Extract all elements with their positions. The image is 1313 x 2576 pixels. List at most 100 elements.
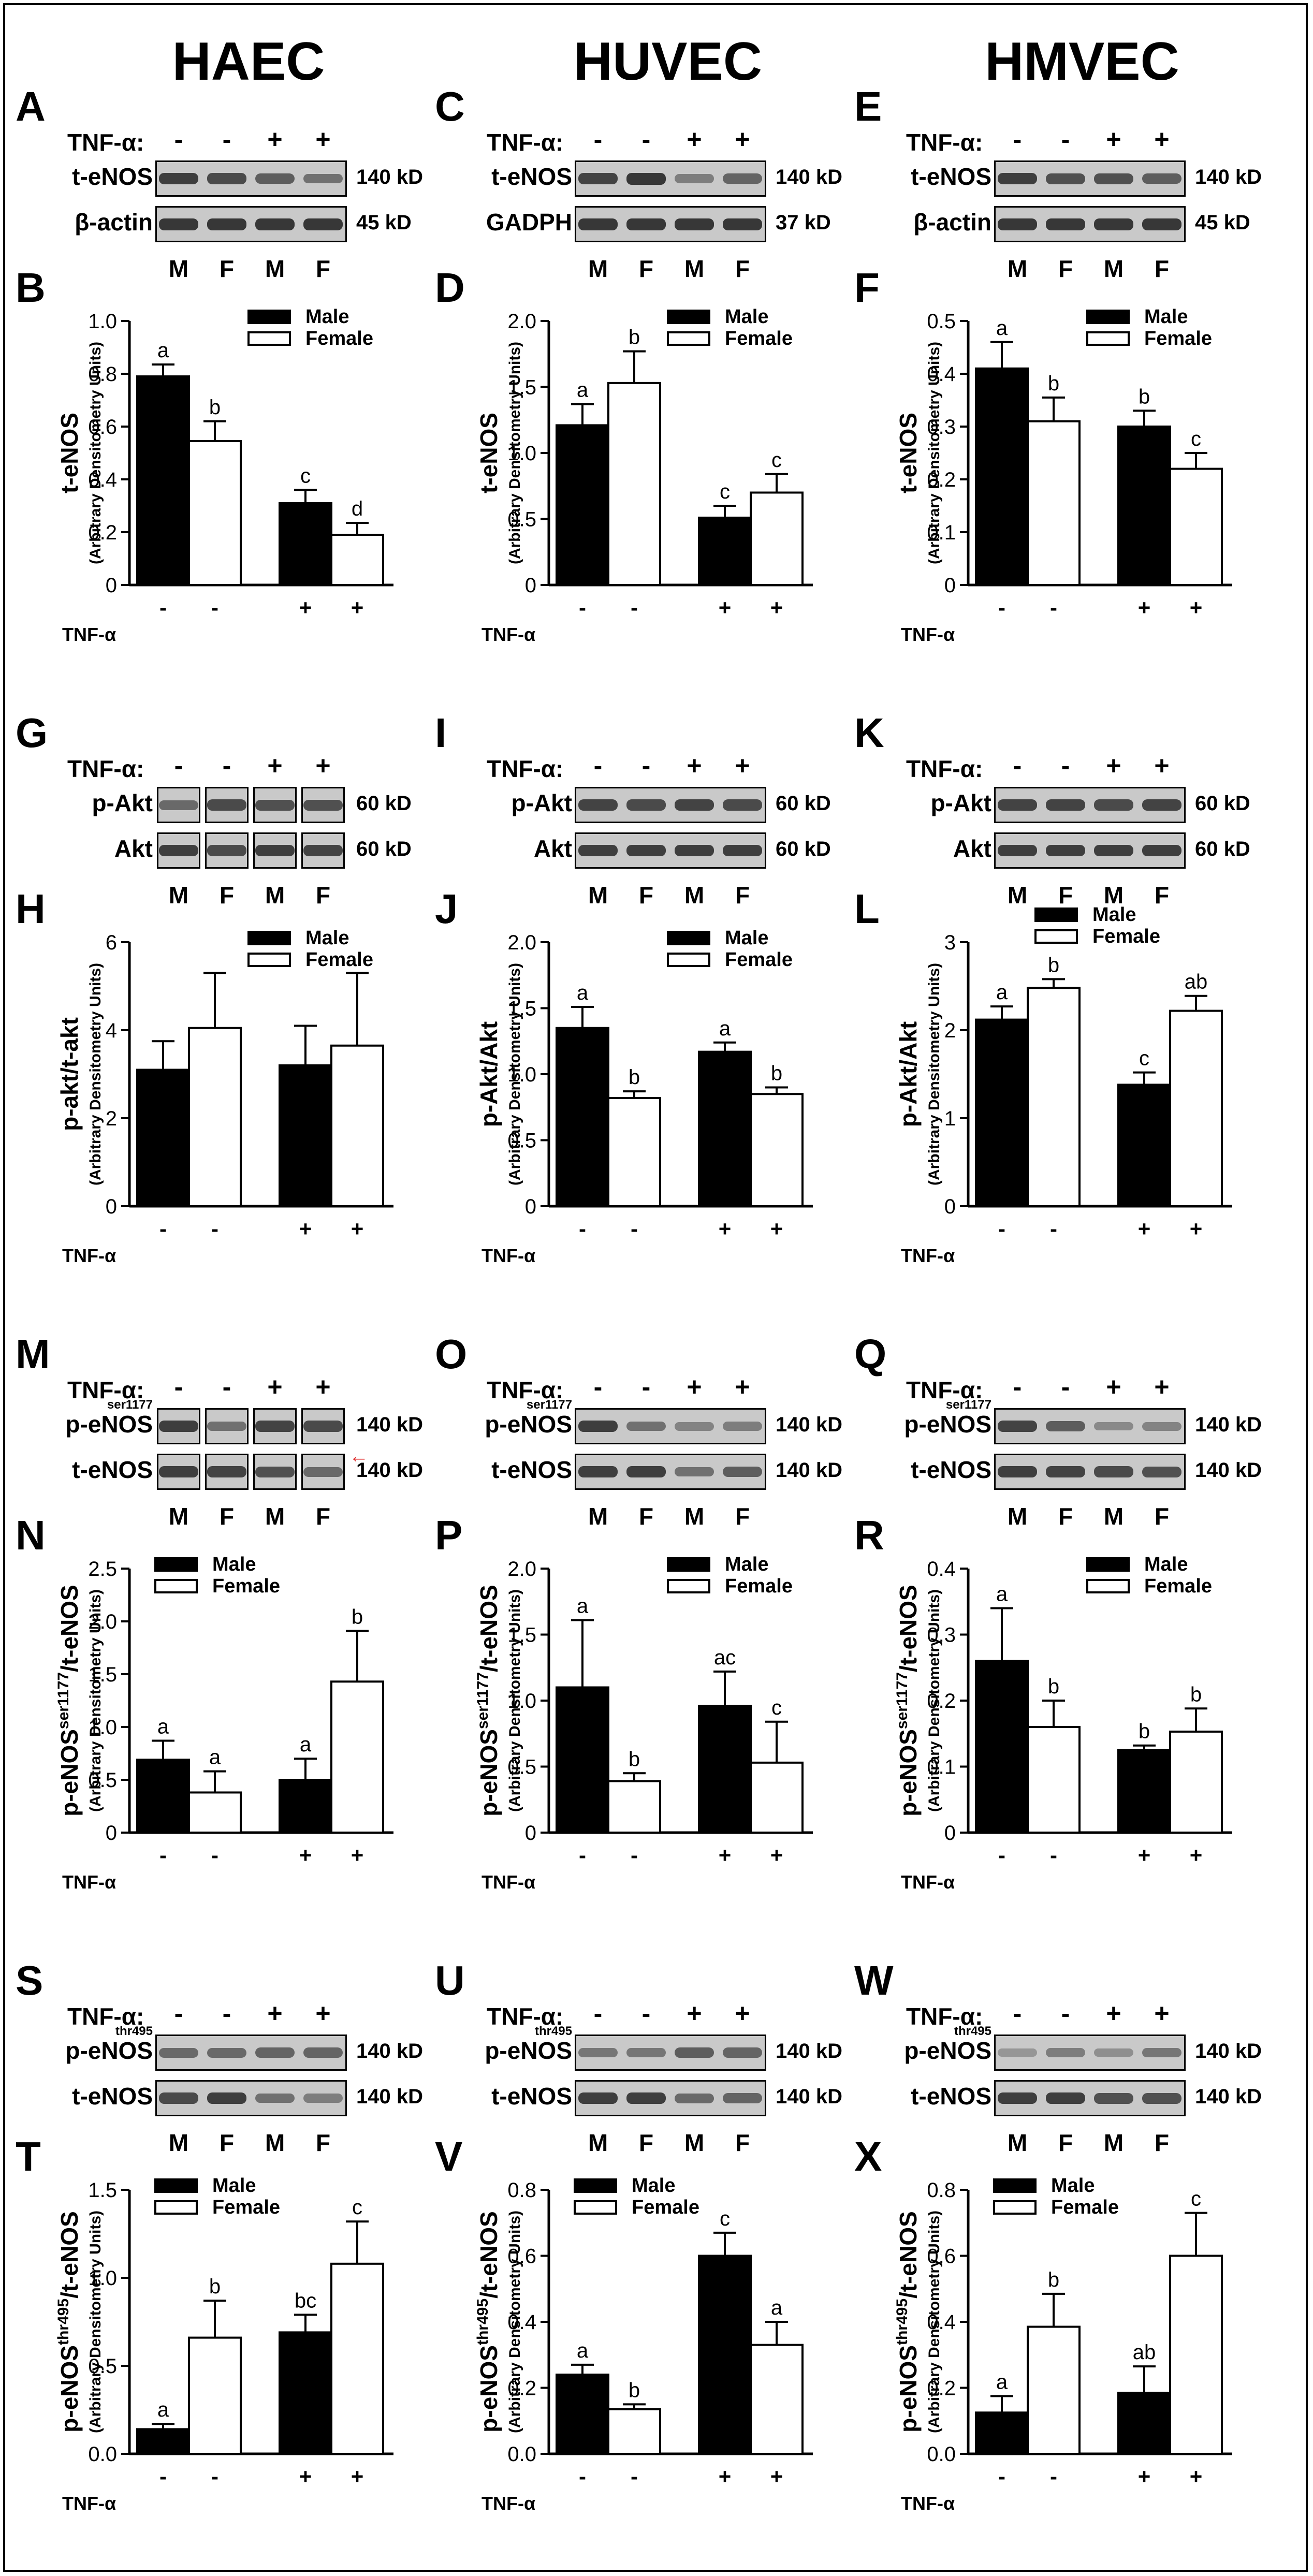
y-axis-label-group: t-eNOS (Arbitrary Densitometry Units): [475, 342, 523, 564]
x-tick-sign: -: [579, 2464, 586, 2489]
significance-letter: a: [157, 2398, 169, 2421]
blot-band: [723, 2093, 762, 2103]
tnf-sign: -: [174, 125, 183, 154]
x-tick-sign: +: [351, 595, 364, 620]
y-tick-label: 0: [106, 574, 117, 597]
x-tick-sign: -: [998, 2464, 1005, 2489]
bar-chart-v: 0.00.20.40.60.8p-eNOSthr495/t-eNOS (Arbit…: [474, 2175, 813, 2514]
lane-label: M: [265, 255, 285, 282]
blot-kd-label: 140 kD: [356, 1413, 423, 1436]
y-tick-label: 0.0: [507, 2443, 536, 2466]
bar-male: [698, 1705, 752, 1834]
tnf-sign: -: [174, 1372, 183, 1401]
significance-letter: b: [771, 1062, 782, 1085]
panel-letter-i: I: [435, 710, 447, 756]
tnf-axis-label: TNF-α: [901, 1245, 955, 1266]
bar-male: [1117, 426, 1171, 586]
tnf-row-label: TNF-α:: [906, 129, 983, 156]
blot-label-pakt: p-Akt: [36, 789, 153, 817]
bar-male: [556, 424, 609, 586]
x-tick-sign: +: [1138, 595, 1151, 620]
bar-male: [698, 1050, 752, 1207]
x-tick-sign: +: [770, 595, 783, 620]
x-tick-sign: -: [1050, 1843, 1057, 1867]
blot-band: [207, 799, 246, 811]
significance-letter: c: [1191, 428, 1201, 450]
blot-label-tenos: t-eNOS: [456, 2082, 572, 2110]
y-axis-label-group: p-akt/t-akt (Arbitrary Densitometry Units…: [56, 963, 104, 1185]
x-tick-sign: -: [1050, 1217, 1057, 1241]
x-tick-sign: +: [719, 1217, 732, 1241]
blot-label-gadph: GADPH: [456, 208, 572, 236]
blot-kd-label: 60 kD: [1195, 792, 1250, 815]
y-tick-label: 0: [944, 574, 956, 597]
blot-band: [1094, 844, 1133, 857]
y-tick-label: 0: [106, 1195, 117, 1218]
panel-letter-k: K: [854, 710, 884, 756]
y-axis-label: p-eNOSser1177/t-eNOS: [474, 1585, 502, 1817]
y-axis-label-group: p-eNOSthr495/t-eNOS (Arbitrary Densitomet…: [474, 2211, 523, 2433]
tnf-row-label: TNF-α:: [906, 2003, 983, 2030]
lane-label: F: [735, 1503, 750, 1530]
lane-label: F: [1058, 2129, 1073, 2156]
tnf-row-label: TNF-α:: [906, 755, 983, 782]
blot-band: [159, 172, 198, 185]
bar-male: [975, 2411, 1029, 2455]
legend-label-male: Male: [305, 927, 349, 949]
blot-label-text: t-eNOS: [72, 1456, 153, 1483]
y-tick-label: 1.0: [507, 1063, 536, 1086]
y-axis-unit: (Arbitrary Densitometry Units): [926, 1589, 943, 1812]
blot-band: [1094, 1466, 1133, 1477]
blot-label-text: p-eNOS: [904, 1411, 991, 1438]
significance-letter: b: [1048, 2268, 1059, 2291]
y-axis-label: p-eNOSthr495/t-eNOS: [894, 2211, 922, 2432]
blot-band: [578, 173, 618, 184]
blot-label-text: GADPH: [486, 209, 572, 236]
blot-band: [998, 1466, 1037, 1478]
blot-band: [723, 799, 762, 811]
blot-band: [578, 844, 618, 857]
legend-label-male: Male: [1144, 306, 1188, 328]
x-tick-sign: -: [1050, 595, 1057, 620]
significance-letter: c: [1191, 2188, 1201, 2211]
bar-male: [1117, 1084, 1171, 1207]
blot-band: [303, 173, 343, 184]
legend-swatch-male: [1034, 908, 1078, 922]
panel-letter-n: N: [16, 1512, 46, 1558]
y-tick-label: 2.5: [88, 1558, 117, 1580]
tnf-sign: -: [222, 751, 231, 780]
tnf-sign: -: [1013, 125, 1022, 154]
blot-band: [626, 799, 666, 811]
x-tick-sign: +: [719, 1843, 732, 1867]
x-tick-sign: -: [631, 2464, 638, 2489]
x-tick-sign: -: [1050, 2464, 1057, 2489]
panel-letter-p: P: [435, 1512, 463, 1558]
tnf-sign: -: [641, 1372, 651, 1401]
y-tick-label: 1.5: [507, 1624, 536, 1647]
lane-label: M: [1103, 882, 1124, 909]
y-tick-label: 0: [525, 1822, 536, 1845]
blot-label-penos: p-eNOS ser1177: [875, 1398, 991, 1438]
legend-swatch-female: [667, 331, 710, 346]
x-tick-sign: -: [159, 2464, 167, 2489]
significance-letter: a: [300, 1733, 312, 1756]
lane-label: M: [588, 1503, 608, 1530]
tnf-sign: +: [315, 125, 331, 154]
tnf-axis-label: TNF-α: [901, 624, 955, 645]
lane-label: F: [1154, 255, 1170, 282]
panel-letter-m: M: [16, 1331, 50, 1377]
blot-band: [1094, 218, 1133, 230]
blot-label-superscript: thr495: [954, 2024, 991, 2038]
y-axis-label: t-eNOS: [475, 413, 502, 493]
blot-kd-label: 140 kD: [776, 1459, 842, 1482]
y-axis-label: p-eNOSser1177/t-eNOS: [55, 1585, 83, 1817]
tnf-sign: +: [687, 1372, 702, 1401]
x-tick-sign: +: [1190, 1217, 1203, 1241]
bar-chart-j: 0 0.5 1.0 1.5 2.0 p-Akt/Akt (Arbitrary Densito…: [475, 927, 813, 1266]
lane-label: F: [219, 2129, 235, 2156]
legend-label-female: Female: [305, 949, 373, 971]
blot-label-text: p-Akt: [511, 789, 572, 816]
bar-female: [330, 2262, 384, 2455]
panel-letter-a: A: [16, 83, 46, 129]
blot-label-superscript: ser1177: [945, 1398, 991, 1412]
